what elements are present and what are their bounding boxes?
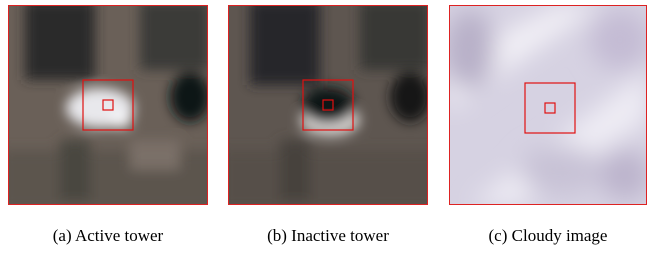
figure: (a) Active tower (b) Inactive tower (c) …	[0, 0, 649, 249]
page: (a) Active tower (b) Inactive tower (c) …	[0, 0, 649, 249]
caption: (b) Inactive tower	[267, 226, 389, 245]
satellite-image-b	[220, 0, 440, 210]
satellite-image-c	[445, 5, 649, 205]
satellite-image-a	[0, 0, 220, 210]
caption: (a) Active tower	[53, 226, 164, 245]
caption: (c) Cloudy image	[489, 226, 608, 245]
